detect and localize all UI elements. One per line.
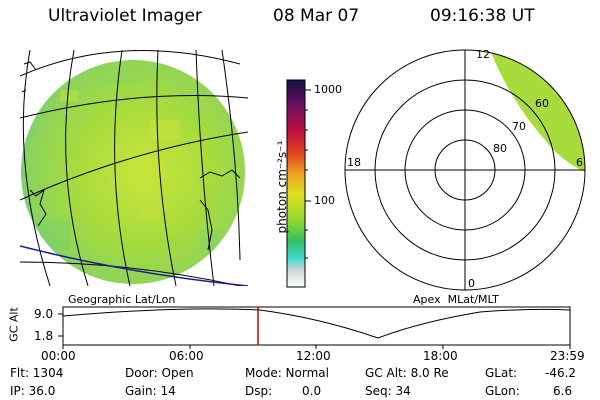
door-status: Door: Open — [125, 366, 194, 380]
gc-alt-axis-label: GC Alt — [7, 307, 21, 342]
colorbar-tick-1000: 1000 — [314, 83, 342, 96]
xtick-0600: 06:00 — [169, 349, 204, 363]
xtick-0000: 00:00 — [41, 349, 76, 363]
mlt-label-6: 6 — [576, 156, 583, 169]
geo-grid-lines — [20, 50, 248, 286]
mlat-label-60: 60 — [535, 97, 549, 110]
geographic-image-panel — [20, 50, 248, 286]
mlt-label-12: 12 — [476, 48, 490, 61]
color-scale-bar — [286, 79, 306, 288]
glat-value: -46.2 — [545, 366, 577, 380]
xtick-2359: 23:59 — [550, 349, 585, 363]
ip-status: IP: 36.0 — [10, 384, 56, 398]
mlat-label-80: 80 — [493, 142, 507, 155]
colorbar-tick-100: 100 — [314, 194, 335, 207]
colorbar-ticks — [305, 89, 311, 259]
ytick-9: 9.0 — [34, 307, 54, 321]
gain-status: Gain: 14 — [125, 384, 176, 398]
glat-label: GLat: — [485, 366, 518, 380]
xtick-1200: 12:00 — [296, 349, 331, 363]
coastline — [21, 61, 241, 251]
gc-alt-status: GC Alt: 8.0 Re — [365, 366, 449, 380]
altitude-plot — [58, 306, 571, 349]
coast-blue — [20, 245, 248, 286]
seq-status: Seq: 34 — [365, 384, 411, 398]
altitude-curve — [62, 308, 571, 339]
mlt-label-18: 18 — [347, 156, 361, 169]
mlt-label-0: 0 — [468, 277, 475, 290]
glon-label: GLon: — [485, 384, 520, 398]
uv-earth-disk — [21, 60, 245, 284]
apex-caption: Apex MLat/MLT — [413, 293, 499, 306]
mlat-label-70: 70 — [512, 120, 526, 133]
glon-value: 6.6 — [553, 384, 573, 398]
polar-mlat-mlt-plot — [344, 49, 586, 291]
time-label: 09:16:38 UT — [430, 6, 535, 26]
dsp-label: Dsp: — [245, 384, 273, 398]
geographic-caption: Geographic Lat/Lon — [68, 293, 176, 306]
flt-status: Flt: 1304 — [10, 366, 64, 380]
ytick-1-8: 1.8 — [34, 329, 54, 343]
colorbar-unit-label: photon cm⁻²s⁻¹ — [275, 140, 289, 234]
dsp-value: 0.0 — [302, 384, 322, 398]
mode-status: Mode: Normal — [245, 366, 329, 380]
xtick-1800: 18:00 — [423, 349, 458, 363]
date-label: 08 Mar 07 — [273, 6, 360, 26]
app-title: Ultraviolet Imager — [48, 6, 202, 26]
